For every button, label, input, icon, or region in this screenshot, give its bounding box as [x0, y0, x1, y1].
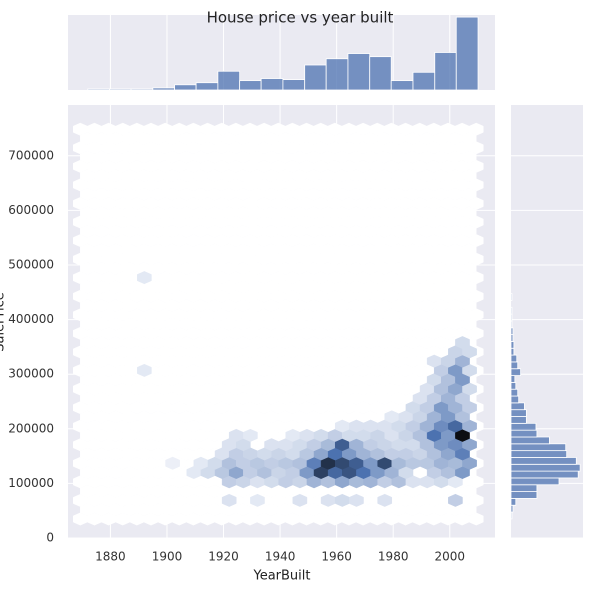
histogram-bar — [195, 82, 219, 91]
histogram-bar — [510, 457, 577, 465]
y-tick-label: 100000 — [8, 476, 54, 490]
histogram-bar — [510, 361, 519, 370]
histogram-bar — [510, 334, 514, 342]
x-axis-label: YearBuilt — [252, 569, 310, 584]
hex-cell — [137, 271, 152, 285]
x-tick-label: 1940 — [265, 550, 296, 564]
histogram-bar — [510, 511, 513, 520]
histogram-bar — [304, 64, 327, 91]
x-tick-label: 1980 — [378, 550, 409, 564]
hex-cell — [292, 493, 308, 507]
histogram-bar — [510, 463, 581, 472]
empty-hex — [461, 187, 477, 201]
histogram-bar — [412, 71, 436, 91]
histogram-bar — [510, 375, 516, 383]
histogram-bar — [510, 327, 514, 336]
histogram-bar — [510, 313, 513, 322]
histogram-bar — [510, 470, 579, 479]
histogram-bar — [369, 56, 392, 91]
histogram-bar — [510, 504, 514, 513]
histogram-bar — [510, 395, 520, 404]
hex-cell — [448, 493, 463, 507]
histogram-bar — [510, 477, 560, 486]
histogram-bar — [510, 347, 515, 356]
empty-hex — [461, 132, 477, 145]
histogram-bar — [217, 70, 241, 91]
histogram-bar — [510, 484, 538, 492]
empty-hex — [461, 206, 477, 220]
empty-hex — [461, 280, 477, 294]
histogram-bar — [510, 341, 515, 349]
histogram-bar — [325, 58, 349, 91]
empty-hex — [461, 150, 477, 164]
y-tick-label: 0 — [46, 531, 54, 545]
histogram-bar — [152, 87, 176, 91]
y-tick-label: 600000 — [8, 203, 54, 217]
y-tick-label: 200000 — [8, 421, 54, 435]
hex-cell — [165, 456, 180, 470]
empty-hex — [461, 484, 477, 498]
histogram-bar — [282, 79, 306, 91]
histogram-bar — [510, 436, 550, 445]
y-tick-label: 700000 — [8, 148, 54, 162]
y-tick-label: 500000 — [8, 257, 54, 271]
histogram-bar — [239, 80, 262, 91]
histogram-bar — [510, 416, 527, 424]
hex-cell — [243, 428, 258, 442]
histogram-bar — [510, 429, 538, 438]
histogram-bar — [510, 388, 519, 397]
x-tick-label: 1920 — [208, 550, 239, 564]
histogram-bar — [510, 422, 537, 431]
empty-hex — [461, 503, 477, 517]
histogram-bar — [510, 409, 527, 417]
histogram-bar — [510, 306, 513, 315]
histogram-bar — [390, 80, 414, 91]
histogram-bar — [130, 88, 154, 91]
empty-hex — [461, 224, 477, 238]
hex-cell — [455, 336, 470, 350]
histogram-bar — [347, 53, 371, 91]
empty-hex — [461, 261, 477, 275]
histogram-bar — [510, 450, 568, 458]
histogram-bar — [174, 84, 197, 91]
hex-cell — [377, 493, 393, 507]
hex-cell — [349, 493, 364, 507]
empty-hex — [461, 299, 477, 313]
hex-cell — [221, 493, 237, 507]
histogram-bar — [87, 88, 110, 91]
x-tick-label: 1960 — [321, 550, 352, 564]
y-tick-label: 300000 — [8, 367, 54, 381]
histogram-bar — [434, 52, 457, 91]
histogram-bar — [109, 88, 132, 91]
histogram-bar — [510, 320, 513, 329]
chart-title: House price vs year built — [207, 9, 394, 27]
hex-cell — [137, 363, 152, 377]
histogram-bar — [455, 16, 479, 91]
x-tick-label: 1880 — [95, 550, 126, 564]
histogram-bar — [510, 498, 517, 506]
hex-cell — [250, 493, 265, 507]
histogram-bar — [510, 368, 522, 376]
histogram-bar — [510, 293, 513, 301]
empty-hex — [461, 169, 477, 183]
histogram-bar — [510, 443, 567, 452]
empty-hex — [461, 243, 477, 257]
empty-hex — [461, 317, 477, 331]
y-tick-label: 400000 — [8, 312, 54, 326]
histogram-bar — [510, 491, 538, 499]
y-axis-label: SalePrice — [0, 292, 8, 352]
histogram-bar — [260, 78, 284, 91]
histogram-bar — [510, 402, 525, 411]
histogram-bar — [510, 381, 517, 390]
x-tick-label: 2000 — [434, 550, 465, 564]
marks — [68, 15, 583, 539]
histogram-bar — [510, 354, 518, 363]
x-tick-label: 1900 — [152, 550, 183, 564]
